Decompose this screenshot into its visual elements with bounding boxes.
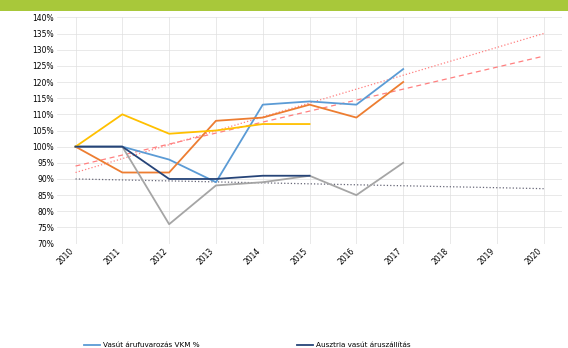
Legend: Vasút árufuvarozás VKM %, Vasúti árufuvarozás % HHD, Vasúti árufuvarozás % HHD v: Vasút árufuvarozás VKM %, Vasúti árufuva… bbox=[85, 342, 534, 348]
